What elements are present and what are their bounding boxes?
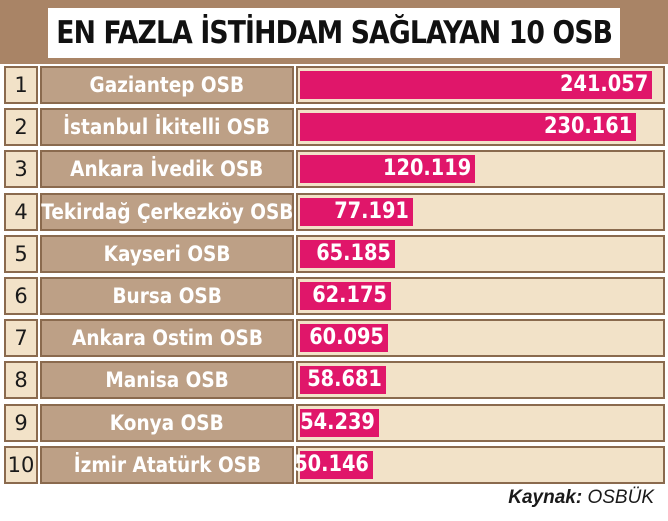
category-label: Konya OSB xyxy=(110,411,224,435)
bar-value-label: 241.057 xyxy=(559,72,648,97)
category-cell: Manisa OSB xyxy=(40,361,294,399)
bar xyxy=(300,113,636,141)
chart-title: EN FAZLA İSTİHDAM SAĞLAYAN 10 OSB xyxy=(56,15,613,51)
rank-label: 3 xyxy=(4,150,38,188)
bar-value-label: 230.161 xyxy=(543,114,632,139)
category-label: Ankara Ostim OSB xyxy=(71,326,263,350)
category-label: İstanbul İkitelli OSB xyxy=(63,115,271,139)
source-label: Kaynak: xyxy=(508,487,583,508)
bar-track: 77.191 xyxy=(296,193,665,231)
rank-label: 1 xyxy=(4,66,38,104)
source-note: Kaynak: OSBÜK xyxy=(508,487,654,509)
rank-label: 9 xyxy=(4,404,38,442)
bar-track: 120.119 xyxy=(296,150,665,188)
bar xyxy=(300,366,386,394)
category-cell: Ankara Ostim OSB xyxy=(40,319,294,357)
category-label: Gaziantep OSB xyxy=(89,73,245,97)
bar-row: 10 İzmir Atatürk OSB 50.146 xyxy=(4,446,665,488)
bar-track: 241.057 xyxy=(296,66,665,104)
bar-row: 6 Bursa OSB 62.175 xyxy=(4,277,665,319)
bar-value-label: 120.119 xyxy=(382,156,471,181)
bar-track: 65.185 xyxy=(296,235,665,273)
bar-value-label: 65.185 xyxy=(316,241,391,266)
bar-row: 9 Konya OSB 54.239 xyxy=(4,404,665,446)
bar-value-label: 54.239 xyxy=(300,410,375,435)
category-cell: Gaziantep OSB xyxy=(40,66,294,104)
chart-header: EN FAZLA İSTİHDAM SAĞLAYAN 10 OSB xyxy=(0,0,668,64)
bar-value-label: 77.191 xyxy=(334,199,409,224)
bar-value-label: 50.146 xyxy=(294,452,369,477)
category-cell: Bursa OSB xyxy=(40,277,294,315)
bar-value-label: 60.095 xyxy=(309,325,384,350)
bar xyxy=(300,324,388,352)
chart-title-box: EN FAZLA İSTİHDAM SAĞLAYAN 10 OSB xyxy=(48,8,620,58)
bar-track: 62.175 xyxy=(296,277,665,315)
category-cell: İstanbul İkitelli OSB xyxy=(40,108,294,146)
bar-value-label: 58.681 xyxy=(307,367,382,392)
category-cell: İzmir Atatürk OSB xyxy=(40,446,294,484)
bar-row: 5 Kayseri OSB 65.185 xyxy=(4,235,665,277)
category-cell: Konya OSB xyxy=(40,404,294,442)
bar xyxy=(300,451,373,479)
bar-track: 58.681 xyxy=(296,361,665,399)
rank-label: 6 xyxy=(4,277,38,315)
bar-track: 230.161 xyxy=(296,108,665,146)
rank-label: 4 xyxy=(4,193,38,231)
category-cell: Kayseri OSB xyxy=(40,235,294,273)
bar xyxy=(300,240,395,268)
bar-row: 4 Tekirdağ Çerkezköy OSB 77.191 xyxy=(4,193,665,235)
rank-label: 7 xyxy=(4,319,38,357)
category-label: Kayseri OSB xyxy=(103,242,231,266)
bar xyxy=(300,198,413,226)
bar-row: 3 Ankara İvedik OSB 120.119 xyxy=(4,150,665,192)
category-label: İzmir Atatürk OSB xyxy=(73,453,261,477)
category-label: Manisa OSB xyxy=(105,368,229,392)
bar-row: 2 İstanbul İkitelli OSB 230.161 xyxy=(4,108,665,150)
source-value: OSBÜK xyxy=(587,487,654,508)
bar xyxy=(300,155,475,183)
bar-track: 60.095 xyxy=(296,319,665,357)
bar xyxy=(300,409,379,437)
bar xyxy=(300,71,652,99)
rank-label: 5 xyxy=(4,235,38,273)
rank-label: 10 xyxy=(4,446,38,484)
bar-value-label: 62.175 xyxy=(312,283,387,308)
bar-track: 54.239 xyxy=(296,404,665,442)
category-label: Bursa OSB xyxy=(112,284,222,308)
bar xyxy=(300,282,391,310)
bar-row: 8 Manisa OSB 58.681 xyxy=(4,361,665,403)
bar-track: 50.146 xyxy=(294,446,665,484)
category-label: Ankara İvedik OSB xyxy=(70,157,264,181)
bar-row: 1 Gaziantep OSB 241.057 xyxy=(4,66,665,108)
category-label: Tekirdağ Çerkezköy OSB xyxy=(40,200,294,224)
bar-row: 7 Ankara Ostim OSB 60.095 xyxy=(4,319,665,361)
category-cell: Ankara İvedik OSB xyxy=(40,150,294,188)
rank-label: 2 xyxy=(4,108,38,146)
category-cell: Tekirdağ Çerkezköy OSB xyxy=(40,193,294,231)
rank-label: 8 xyxy=(4,361,38,399)
